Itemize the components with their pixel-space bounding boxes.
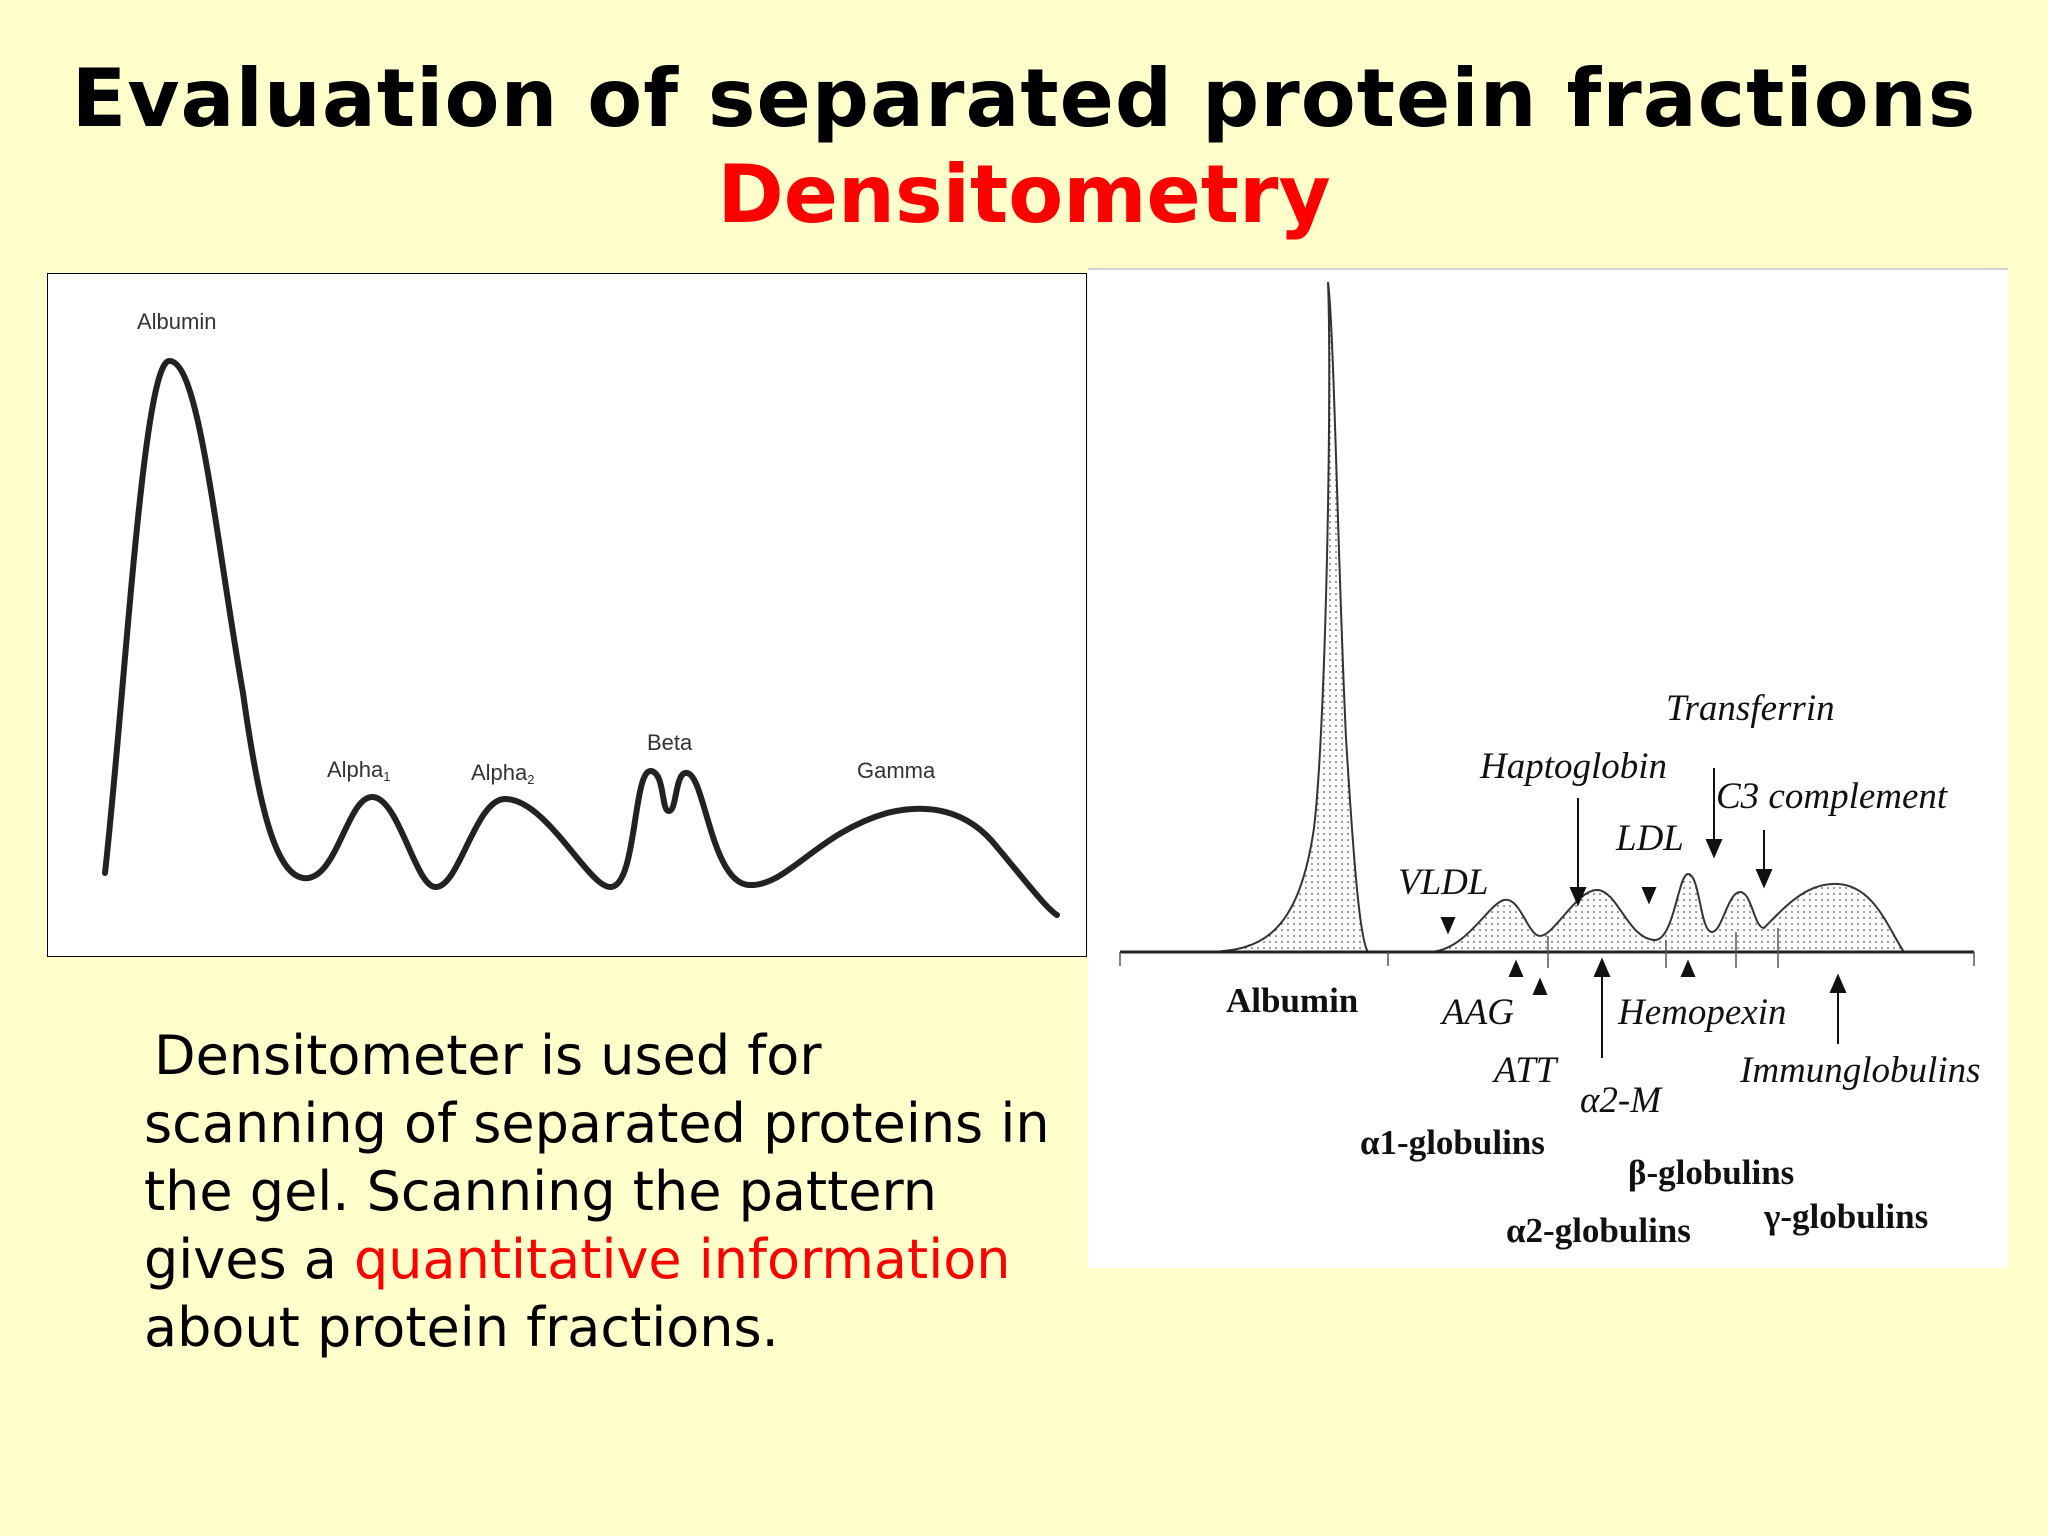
label-vldl: VLDL <box>1398 862 1488 903</box>
label-beta: Beta <box>647 730 693 755</box>
highlight-quantitative-information: quantitative information <box>354 1228 1011 1291</box>
transferrin-arrow <box>1705 839 1723 859</box>
albumin-peak <box>1209 281 1370 953</box>
immunoglobulins-arrow <box>1829 973 1847 993</box>
label-albumin-right: Albumin <box>1226 981 1358 1020</box>
label-alpha1-base: Alpha <box>327 757 384 782</box>
haptoglobin-arrow <box>1569 887 1587 907</box>
label-alpha1-sub: 1 <box>383 769 390 784</box>
label-immunoglobulins: Immunglobulins <box>1739 1050 1981 1091</box>
densitometry-scan-figure: Albumin Alpha1 Alpha2 Beta Gamma <box>47 273 1087 957</box>
att-arrow <box>1532 977 1548 995</box>
label-a2m: α2-M <box>1580 1080 1663 1121</box>
top-arrows <box>1440 768 1773 935</box>
densitometry-curve <box>102 358 1060 918</box>
aag-arrow <box>1508 959 1524 977</box>
label-transferrin: Transferrin <box>1666 688 1835 729</box>
label-att: ATT <box>1491 1050 1559 1091</box>
protein-peaks-figure: VLDL Haptoglobin Transferrin C3 compleme… <box>1088 268 2008 1268</box>
text-line-1: Densitometer is used for <box>154 1024 822 1087</box>
text-line-4-pre: gives a <box>144 1228 355 1291</box>
label-albumin: Albumin <box>137 309 216 334</box>
label-alpha2: Alpha2 <box>471 760 535 787</box>
text-line-2: scanning of separated proteins in <box>144 1092 1050 1155</box>
label-haptoglobin: Haptoglobin <box>1479 746 1667 787</box>
bottom-arrows <box>1508 957 1847 1058</box>
description-text: Densitometer is used for scanning of sep… <box>144 1022 1084 1362</box>
hemopexin-arrow <box>1680 959 1696 977</box>
slide-title: Evaluation of separated protein fraction… <box>71 52 1977 145</box>
text-line-5: about protein fractions. <box>144 1296 779 1359</box>
label-alpha2-sub: 2 <box>527 772 534 787</box>
c3-arrow <box>1755 869 1773 889</box>
label-hemopexin: Hemopexin <box>1617 992 1787 1033</box>
figure-background <box>1088 268 2008 1268</box>
a2m-arrow <box>1593 957 1611 977</box>
ldl-arrow <box>1641 887 1657 905</box>
label-aag: AAG <box>1439 992 1514 1033</box>
globulin-peaks <box>1431 872 1906 953</box>
text-line-4: gives a quantitative information <box>144 1226 1084 1294</box>
label-b-globulins: β-globulins <box>1628 1153 1794 1192</box>
label-g-globulins: γ-globulins <box>1763 1197 1928 1236</box>
label-ldl: LDL <box>1615 818 1684 859</box>
label-alpha1: Alpha1 <box>327 757 391 784</box>
slide-subtitle: Densitometry <box>717 148 1331 241</box>
label-c3-complement: C3 complement <box>1716 776 1949 817</box>
baseline-ticks <box>1119 928 1975 968</box>
label-alpha2-base: Alpha <box>471 760 528 785</box>
label-a2-globulins: α2-globulins <box>1506 1211 1691 1250</box>
label-gamma: Gamma <box>857 758 936 783</box>
vldl-arrow <box>1440 917 1456 935</box>
text-line-3: the gel. Scanning the pattern <box>144 1160 937 1223</box>
figure-frame <box>47 273 1087 957</box>
label-a1-globulins: α1-globulins <box>1360 1123 1545 1162</box>
